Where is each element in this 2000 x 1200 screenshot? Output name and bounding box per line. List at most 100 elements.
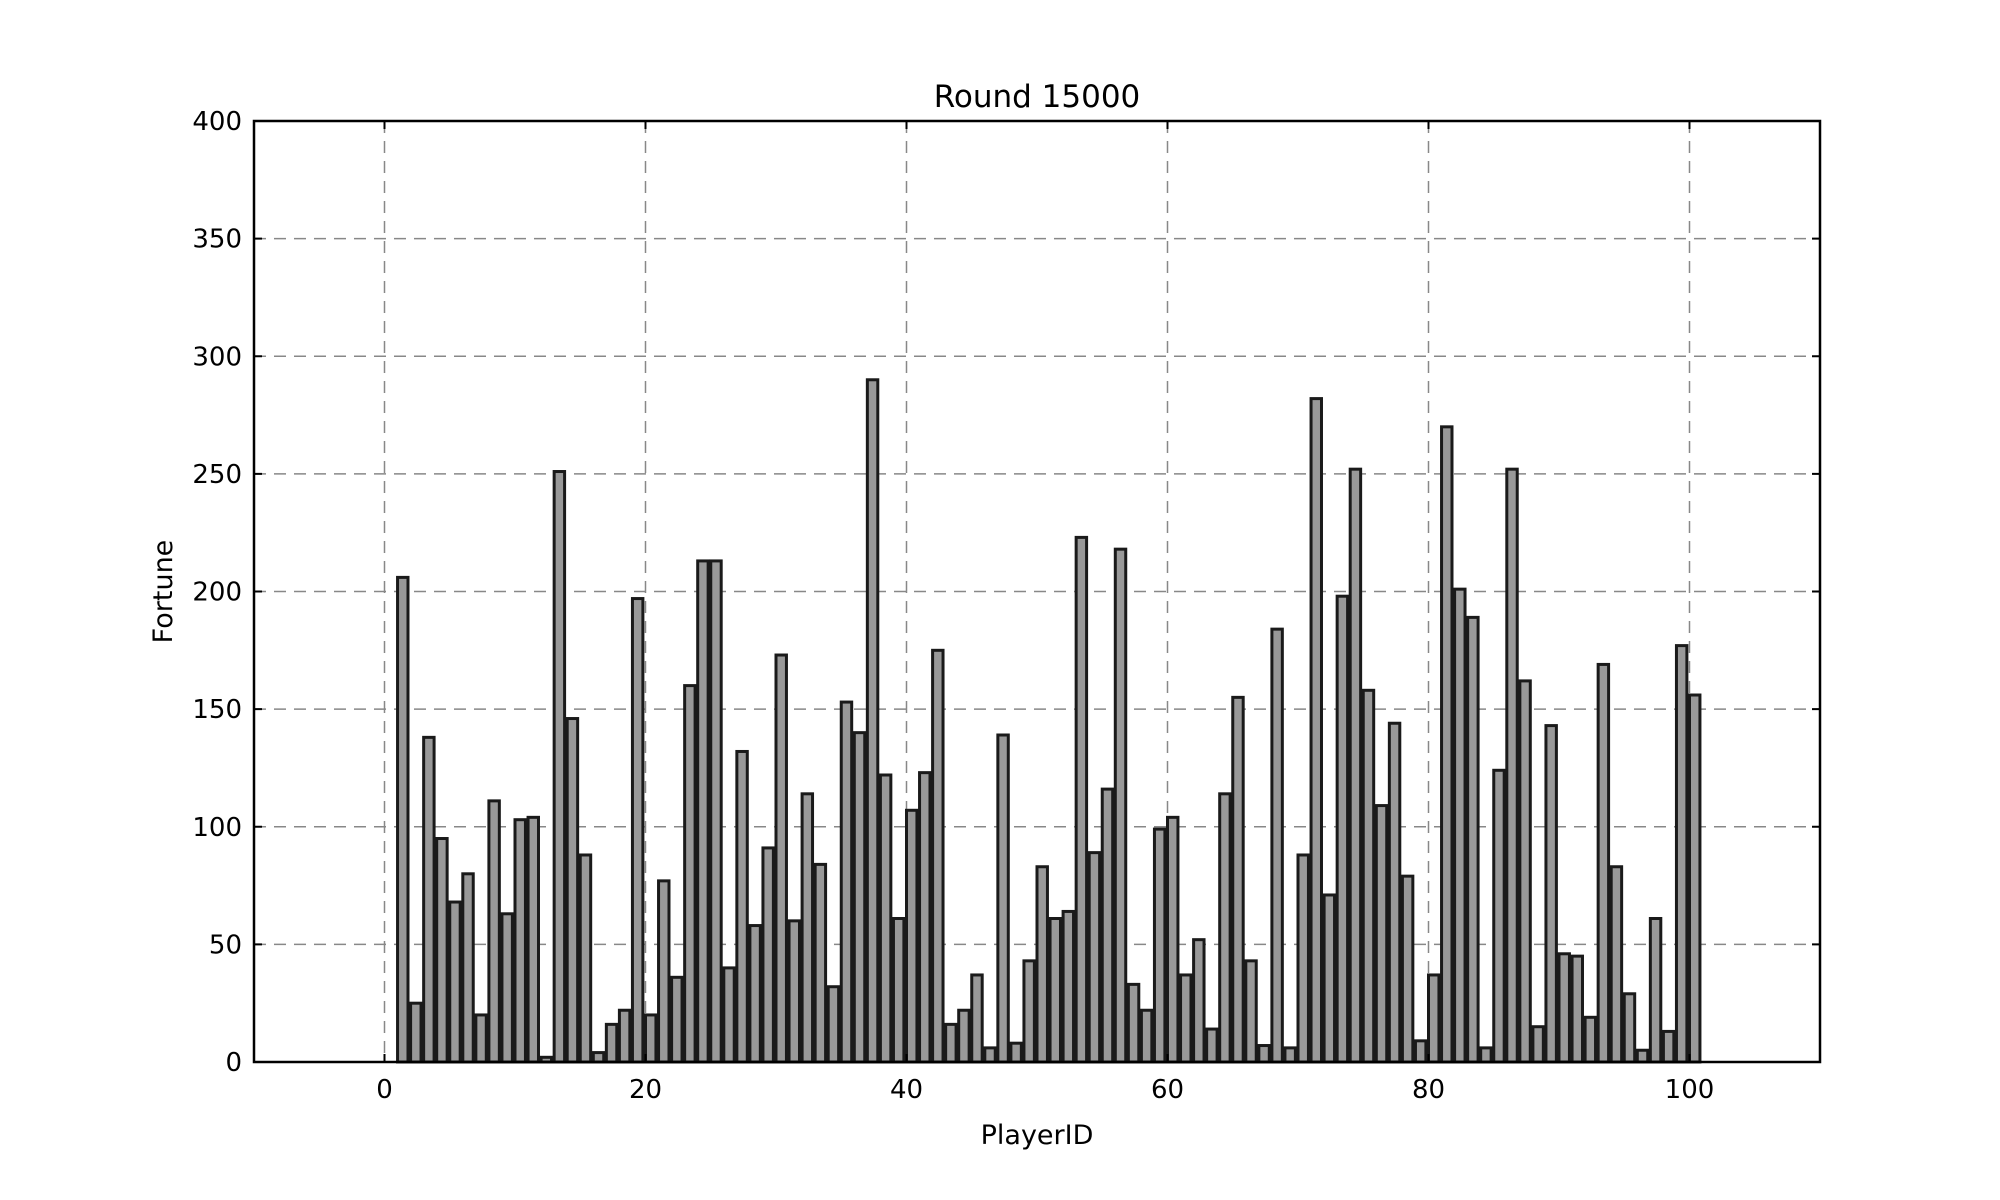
bar-player-48 <box>1009 1041 1023 1064</box>
bar-player-50 <box>1035 865 1049 1064</box>
bars <box>396 378 1702 1064</box>
y-tick-label: 300 <box>192 342 242 372</box>
bar-player-10 <box>513 818 527 1064</box>
y-tick-label: 100 <box>192 813 242 843</box>
y-tick-label: 200 <box>192 578 242 608</box>
bar-player-53 <box>1074 535 1089 1064</box>
bar-player-35 <box>839 700 854 1064</box>
bar-player-11 <box>526 815 540 1064</box>
y-tick-label: 50 <box>209 930 242 960</box>
bar-player-39 <box>891 916 906 1064</box>
bar-player-30 <box>774 653 788 1064</box>
bar-player-1 <box>396 575 410 1064</box>
bar-player-94 <box>1609 865 1624 1064</box>
bar-player-62 <box>1192 938 1206 1064</box>
y-axis-label: Fortune <box>148 540 179 644</box>
bar-player-4 <box>435 837 449 1064</box>
x-axis-label: PlayerID <box>981 1120 1094 1151</box>
x-tick-label: 60 <box>1151 1075 1184 1105</box>
bar-player-18 <box>617 1008 632 1064</box>
bar-player-23 <box>683 684 697 1064</box>
bar-player-65 <box>1231 695 1245 1064</box>
bar-player-44 <box>957 1008 971 1064</box>
chart-title: Round 15000 <box>934 79 1141 115</box>
bar-player-15 <box>578 853 593 1064</box>
bar-player-32 <box>800 792 815 1064</box>
x-tick-label: 100 <box>1665 1075 1715 1105</box>
bar-player-43 <box>944 1022 958 1064</box>
x-tick-label: 20 <box>629 1075 662 1105</box>
bar-player-72 <box>1322 893 1337 1064</box>
bar-player-26 <box>722 966 736 1064</box>
bar-player-78 <box>1400 874 1415 1064</box>
bar-player-45 <box>970 973 984 1064</box>
bar-player-76 <box>1374 804 1389 1064</box>
bar-player-36 <box>852 731 867 1064</box>
bar-player-9 <box>500 912 514 1064</box>
bar-player-97 <box>1648 916 1663 1064</box>
bar-player-90 <box>1557 952 1571 1064</box>
bar-player-81 <box>1440 425 1454 1064</box>
bar-player-79 <box>1413 1039 1428 1064</box>
bar-player-51 <box>1048 916 1062 1064</box>
bar-player-82 <box>1453 587 1467 1064</box>
bar-player-88 <box>1531 1025 1545 1064</box>
bar-player-29 <box>761 846 775 1064</box>
bar-player-2 <box>409 1001 423 1064</box>
bar-player-41 <box>918 771 932 1064</box>
bar-player-7 <box>474 1013 488 1064</box>
bar-player-58 <box>1139 1008 1154 1064</box>
bar-player-34 <box>826 985 841 1064</box>
bar-player-3 <box>422 735 436 1064</box>
y-tick-label: 0 <box>225 1048 242 1078</box>
bar-player-46 <box>983 1046 997 1064</box>
bar-player-17 <box>604 1022 619 1064</box>
bar-player-33 <box>813 862 828 1064</box>
x-tick-label: 80 <box>1412 1075 1445 1105</box>
bar-player-89 <box>1544 724 1558 1064</box>
bar-player-67 <box>1257 1044 1271 1064</box>
bar-player-55 <box>1100 787 1115 1064</box>
bar-player-20 <box>644 1013 658 1064</box>
bar-player-13 <box>552 470 567 1064</box>
bar-player-25 <box>709 559 723 1064</box>
bar-player-14 <box>565 717 580 1064</box>
bar-player-22 <box>670 975 684 1064</box>
bar-player-57 <box>1126 982 1141 1064</box>
y-tick-label: 250 <box>192 460 242 490</box>
bar-player-16 <box>591 1051 606 1064</box>
bar-player-68 <box>1270 627 1284 1064</box>
bar-player-64 <box>1218 792 1232 1064</box>
bar-player-84 <box>1479 1046 1493 1064</box>
bar-player-31 <box>787 919 801 1064</box>
y-tick-label: 350 <box>192 225 242 255</box>
bar-player-56 <box>1113 547 1128 1064</box>
bar-player-86 <box>1505 467 1519 1064</box>
bar-player-70 <box>1296 853 1310 1064</box>
bar-player-74 <box>1348 467 1363 1064</box>
bar-player-75 <box>1361 688 1376 1064</box>
x-tick-label: 0 <box>376 1075 393 1105</box>
bar-player-6 <box>461 872 475 1064</box>
bar-player-77 <box>1387 721 1402 1064</box>
bar-player-59 <box>1152 827 1167 1064</box>
bar-player-5 <box>448 900 462 1064</box>
bar-player-99 <box>1674 644 1689 1064</box>
bar-player-71 <box>1309 397 1323 1064</box>
bar-player-28 <box>748 924 762 1064</box>
bar-player-85 <box>1492 768 1506 1064</box>
bar-player-38 <box>878 773 893 1064</box>
bar-player-49 <box>1022 959 1036 1064</box>
bar-player-19 <box>630 597 645 1064</box>
bar-player-83 <box>1466 615 1480 1064</box>
y-tick-label: 150 <box>192 695 242 725</box>
bar-player-60 <box>1166 815 1180 1064</box>
x-tick-label: 40 <box>890 1075 923 1105</box>
bar-player-24 <box>696 559 710 1064</box>
bar-player-42 <box>931 648 945 1064</box>
bar-player-87 <box>1518 679 1532 1064</box>
bar-player-95 <box>1622 992 1637 1064</box>
bar-player-93 <box>1596 662 1611 1064</box>
bar-player-27 <box>735 749 749 1064</box>
